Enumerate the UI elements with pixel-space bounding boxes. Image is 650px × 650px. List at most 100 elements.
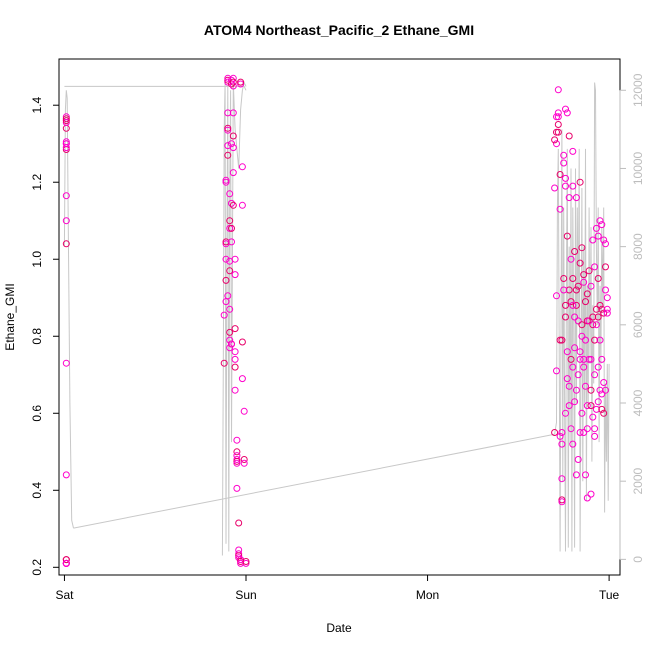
- data-point-2-77: [596, 217, 604, 225]
- data-point-2-62: [587, 282, 595, 290]
- data-point-1-25: [226, 336, 234, 344]
- data-point-1-51: [233, 448, 241, 456]
- data-point-2-92: [554, 113, 562, 121]
- data-point-1-35: [229, 74, 237, 82]
- y-axis-left: 0.2 0.4 0.6 0.8 1.0 1.2 1.4: [30, 97, 60, 576]
- data-point-2-48: [578, 244, 586, 252]
- data-point-2-37: [571, 313, 579, 321]
- data-point-1-57: [235, 519, 243, 527]
- y-tick-label-0: 0.2: [30, 559, 44, 576]
- data-point-2-69: [591, 336, 599, 344]
- data-point-2-59: [583, 494, 591, 502]
- data-point-2-88: [603, 305, 611, 313]
- data-point-2-46: [576, 348, 584, 356]
- data-point-2-114: [594, 275, 602, 282]
- data-point-1-0: [220, 359, 228, 367]
- data-point-2-19: [562, 182, 569, 190]
- y-axis-right: 0 2000 4000 6000 8000 10000 12000: [619, 73, 645, 563]
- data-point-2-54: [582, 298, 589, 306]
- data-point-2-50: [578, 409, 586, 417]
- data-point-2-63: [587, 386, 595, 394]
- data-point-2-99: [567, 298, 575, 306]
- data-point-2-119: [603, 294, 611, 302]
- data-point-2-52: [580, 363, 588, 371]
- altitude-line-segment-1: [64, 85, 247, 91]
- data-point-2-0: [551, 429, 559, 436]
- y2-tick-label-5: 10000: [631, 151, 645, 185]
- data-point-1-37: [229, 82, 237, 90]
- data-point-2-93: [556, 336, 564, 344]
- data-point-2-80: [598, 221, 606, 229]
- data-point-1-4: [222, 255, 230, 263]
- data-point-2-6: [554, 128, 562, 136]
- data-point-1-65: [237, 80, 245, 88]
- data-point-2-22: [562, 409, 569, 417]
- x-tick-label-0: Sat: [55, 588, 74, 602]
- altitude-line-segment-2: [73, 433, 555, 529]
- data-point-2-83: [600, 236, 608, 244]
- y2-tick-label-6: 12000: [631, 73, 645, 107]
- data-point-1-71: [240, 407, 248, 415]
- data-point-2-101: [571, 344, 579, 352]
- data-point-1-70: [238, 375, 246, 383]
- data-point-0-20: [62, 144, 70, 152]
- data-point-1-12: [224, 124, 232, 132]
- data-point-1-56: [233, 484, 241, 492]
- data-point-2-44: [574, 456, 582, 463]
- data-point-2-71: [592, 224, 600, 232]
- data-point-1-31: [228, 199, 235, 207]
- data-point-2-7: [554, 109, 562, 117]
- data-point-0-23: [62, 559, 70, 567]
- data-point-2-39: [572, 301, 580, 309]
- data-point-2-51: [580, 271, 588, 279]
- x-tick-label-3: Tue: [599, 588, 620, 602]
- data-point-2-89: [603, 309, 611, 317]
- data-point-2-31: [567, 425, 575, 433]
- x-axis: Sat Sun Mon Tue: [55, 574, 620, 602]
- data-point-2-20: [562, 174, 569, 182]
- data-point-2-61: [585, 355, 593, 363]
- data-point-1-38: [229, 109, 237, 117]
- data-point-2-42: [574, 282, 582, 290]
- x-axis-label: Date: [326, 621, 352, 635]
- altitude-line-segment-0: [63, 90, 74, 529]
- data-point-2-74: [594, 232, 602, 240]
- data-point-2-53: [580, 429, 588, 436]
- data-point-0-12: [62, 124, 70, 132]
- data-point-2-73: [592, 405, 600, 413]
- data-point-1-9: [224, 151, 232, 159]
- data-point-2-85: [600, 379, 608, 386]
- data-point-2-97: [563, 348, 571, 356]
- data-point-2-131: [594, 363, 602, 371]
- data-point-2-49: [578, 332, 586, 340]
- data-point-2-118: [602, 286, 609, 294]
- data-point-1-74: [242, 559, 250, 567]
- data-point-2-130: [591, 432, 599, 440]
- data-point-2-1: [551, 184, 559, 192]
- chart-title: ATOM4 Northeast_Pacific_2 Ethane_GMI: [204, 22, 474, 38]
- data-point-1-42: [229, 201, 237, 209]
- data-point-2-56: [582, 471, 589, 479]
- data-point-2-33: [569, 275, 577, 282]
- data-point-2-25: [563, 375, 571, 383]
- y2-tick-label-0: 0: [631, 556, 645, 563]
- data-point-2-45: [576, 259, 584, 267]
- data-point-1-7: [222, 178, 230, 186]
- data-point-2-29: [567, 255, 575, 263]
- data-point-0-21: [62, 117, 70, 125]
- data-point-0-19: [62, 140, 70, 148]
- data-point-1-54: [233, 457, 241, 465]
- data-point-0-8: [62, 192, 70, 200]
- data-point-1-73: [240, 459, 248, 467]
- data-point-2-129: [587, 402, 595, 410]
- data-point-2-120: [554, 121, 562, 128]
- data-point-2-133: [602, 386, 609, 394]
- data-point-2-110: [587, 355, 595, 363]
- data-point-2-125: [572, 194, 580, 202]
- data-point-2-96: [562, 301, 569, 309]
- y2-tick-label-2: 4000: [631, 389, 645, 416]
- data-point-1-39: [229, 132, 237, 140]
- data-point-1-75: [242, 558, 250, 565]
- data-point-2-67: [589, 413, 597, 421]
- data-point-1-53: [233, 456, 241, 463]
